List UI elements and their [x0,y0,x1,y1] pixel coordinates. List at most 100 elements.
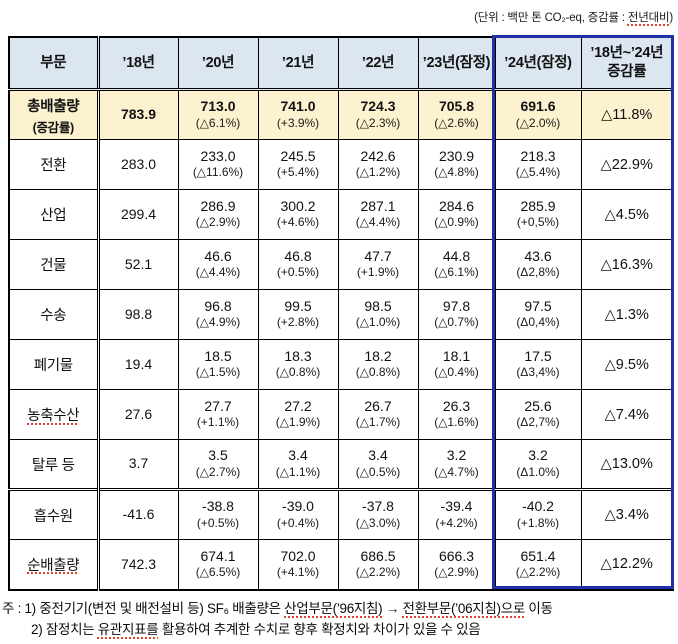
change-percent: (△0.7%) [434,315,479,330]
emission-value: 651.4 [520,547,556,564]
change-percent: (Δ2,7%) [516,415,560,430]
value-cell: 46.8 (+0.5%) [257,239,339,290]
emission-value: 27.2 [284,397,312,414]
emission-value: 284.6 [438,197,475,214]
change-rate-cell: △11.8% [580,89,674,140]
change-percent: (△1.1%) [275,464,321,479]
unit-note-prefix: (단위 : 백만 톤 CO₂-eq, 증감률 : [474,12,628,24]
emission-value: -39.0 [282,498,314,515]
change-percent: (△2.6%) [434,115,479,130]
value-cell: 702.0 (+4.1%) [257,539,339,590]
emission-value: 46.8 [284,247,312,264]
emission-value: 27.7 [204,397,232,414]
emission-value: 783.9 [120,106,157,123]
sector-label: 전환 [40,158,67,174]
change-percent: (+3.9%) [276,115,320,130]
value-cell: 98.8 [96,289,179,340]
emission-value: 3.4 [288,447,308,464]
sector-label-cell: 총배출량 (증감률) [8,89,99,140]
change-percent: (△6.1%) [195,115,241,130]
emission-value: 18.3 [284,347,312,364]
value-cell: -38.8 (+0.5%) [177,488,259,540]
value-cell: 691.6 (△2.0%) [494,89,582,140]
emission-value: 230.9 [438,147,475,164]
table-row: 산업 299.4 286.9 (△2.9%) 300.2 (+4.6%) 287.1 (△4.… [8,189,674,240]
change-percent: (△5.4%) [515,165,561,180]
change-percent: (+2.8%) [276,315,320,330]
change-percent: (△0.5%) [355,464,401,479]
value-cell: 96.8 (△4.9%) [177,289,259,340]
emission-value: 17.5 [524,347,552,364]
change-rate-cell: △7.4% [580,389,674,440]
emission-value: 705.8 [438,98,475,115]
emission-value: 713.0 [200,98,236,115]
change-rate-cell: △22.9% [580,139,674,190]
value-cell: 741.0 (+3.9%) [257,89,339,140]
column-header: ’18년~’24년 증감률 [580,36,674,91]
change-percent: (△2.0%) [515,115,561,130]
sector-label-cell: 수송 [8,289,99,340]
change-percent: (Δ0,4%) [516,315,560,330]
column-header: 부문 [8,36,99,91]
emission-value: -38.8 [202,498,234,515]
change-rate-cell: △3.4% [580,488,674,540]
change-percent: (+4.6%) [276,215,320,230]
value-cell: 98.5 (△1.0%) [337,289,419,340]
value-cell: 285.9 (+0,5%) [494,189,582,240]
table-row: 탈루 등 3.7 3.5 (△2.7%) 3.4 (△1.1%) 3.4 (△0.5%) 3.2… [8,439,674,490]
change-percent: (△4.7%) [434,464,479,479]
value-cell: 713.0 (△6.1%) [177,89,259,140]
value-cell: 27.6 [96,389,179,440]
emission-value: 283.0 [120,155,157,172]
footnote-text: 주 : 1) 중전기기(변전 및 배전설비 등) SF₆ 배출량은 [2,601,285,616]
change-percent: (Δ3,4%) [516,365,560,380]
sector-label: 건물 [40,258,67,274]
change-percent: (△0.8%) [275,365,321,380]
emission-value: 47.7 [364,247,392,264]
change-percent: (△4.4%) [355,215,401,230]
value-cell: 3.7 [96,439,179,490]
sector-label: 산업 [40,208,67,224]
sector-sublabel: (증감률) [32,120,75,135]
emission-value: 299.4 [120,205,157,222]
sector-label: 순배출량 [27,557,80,574]
table-row: 전환 283.0 233.0 (△11.6%) 245.5 (+5.4%) 242.6 (△1… [8,139,674,190]
change-percent: (△11.6%) [192,165,244,180]
emission-value: 3.5 [208,447,228,464]
value-cell: 3.2 (Δ1.0%) [494,439,582,490]
value-cell: 52.1 [96,239,179,290]
emission-value: 97.5 [524,297,552,314]
sector-label-cell: 농축수산 [8,389,99,440]
table-row: 건물 52.1 46.6 (△4.4%) 46.8 (+0.5%) 47.7 (+1.9%) 4… [8,239,674,290]
footnote-line-1: 주 : 1) 중전기기(변전 및 배전설비 등) SF₆ 배출량은 산업부문(’… [2,598,678,619]
value-cell: 46.6 (△4.4%) [177,239,259,290]
change-percent: (△2.7%) [195,464,241,479]
value-cell: 284.6 (△0.9%) [417,189,496,240]
footnote-text: 활용하여 추계한 수치로 향후 확정치와 차이가 있을 수 있음 [158,622,481,638]
value-cell: 3.2 (△4.7%) [417,439,496,490]
value-cell: -41.6 [96,488,179,540]
change-percent: (△6.1%) [434,265,479,280]
value-cell: 99.5 (+2.8%) [257,289,339,340]
change-percent: (+1.8%) [516,515,560,530]
column-header: ’22년 [337,36,419,91]
change-rate-cell: △13.0% [580,439,674,490]
emission-value: 741.0 [280,98,316,115]
footnote-text: → [382,601,403,616]
emission-value: 742.3 [120,555,157,572]
emission-value: 674.1 [200,547,236,564]
value-cell: 286.9 (△2.9%) [177,189,259,240]
emission-value: 245.5 [280,147,316,164]
change-rate-cell: △4.5% [580,189,674,240]
value-cell: 299.4 [96,189,179,240]
emission-value: 287.1 [360,197,396,214]
change-percent: (△1.2%) [355,165,401,180]
value-cell: 651.4 (△2.2%) [494,539,582,590]
emission-value: 96.8 [204,297,232,314]
emission-value: 46.6 [204,247,232,264]
emission-value: 18.5 [204,347,232,364]
sector-label-cell: 흡수원 [8,488,99,540]
emission-value: 285.9 [520,197,556,214]
value-cell: 300.2 (+4.6%) [257,189,339,240]
